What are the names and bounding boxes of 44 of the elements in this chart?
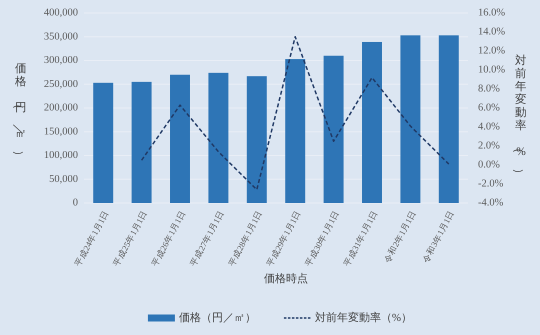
y-tick-label: 350,000 [44, 31, 78, 42]
legend-label: 価格（円／㎡） [178, 312, 256, 324]
x-tick-label: 平成30年1月1日 [303, 208, 342, 268]
x-tick-label: 平成24年1月1日 [72, 208, 111, 268]
y2-tick-label: 8.0% [478, 84, 500, 94]
y2-tick-label: 10.0% [478, 64, 506, 76]
y2-tick-label: -4.0% [478, 198, 504, 208]
y-tick-label: 400,000 [44, 8, 78, 18]
bar [246, 76, 267, 203]
y2-tick-label: 2.0% [478, 140, 500, 152]
bar [285, 59, 306, 203]
bar [132, 82, 152, 203]
y2-tick-label: 0.0% [478, 160, 500, 170]
x-tick-label: 平成26年1月1日 [149, 208, 188, 268]
bar [93, 82, 114, 203]
x-tick-label: 平成29年1月1日 [264, 208, 303, 268]
x-tick-label: 平成25年1月1日 [111, 208, 150, 268]
y2-tick-label: -2.0% [478, 178, 504, 190]
y2-tick-label: 16.0% [478, 8, 506, 18]
x-tick-label: 令和3年1月1日 [420, 208, 456, 264]
y-tick-label: 50,000 [49, 174, 78, 185]
y-tick-label: 200,000 [44, 102, 78, 114]
bar [170, 74, 190, 203]
bar [438, 35, 459, 203]
y-tick-label: 300,000 [44, 55, 78, 66]
y2-tick-label: 4.0% [478, 122, 500, 132]
y2-tick-label: 12.0% [478, 46, 506, 56]
line-series [140, 36, 450, 190]
y-tick-label: 250,000 [44, 78, 78, 90]
x-axis-title: 価格時点 [264, 272, 308, 285]
legend-label: 対前年変動率（%） [314, 311, 412, 324]
x-tick-label: 平成28年1月1日 [226, 208, 264, 268]
x-tick-label: 平成31年1月1日 [341, 208, 380, 268]
x-tick-label: 令和2年1月1日 [382, 208, 418, 264]
bar [362, 42, 382, 203]
bar [208, 72, 228, 203]
y2-tick-label: 6.0% [478, 102, 500, 114]
bar [400, 35, 420, 203]
y-tick-label: 150,000 [44, 126, 78, 138]
bar [324, 56, 344, 203]
x-tick-label: 平成27年1月1日 [188, 208, 226, 268]
y2-tick-label: 14.0% [478, 26, 506, 38]
y-tick-label: 100,000 [44, 150, 78, 161]
y-tick-label: 0 [72, 198, 78, 208]
